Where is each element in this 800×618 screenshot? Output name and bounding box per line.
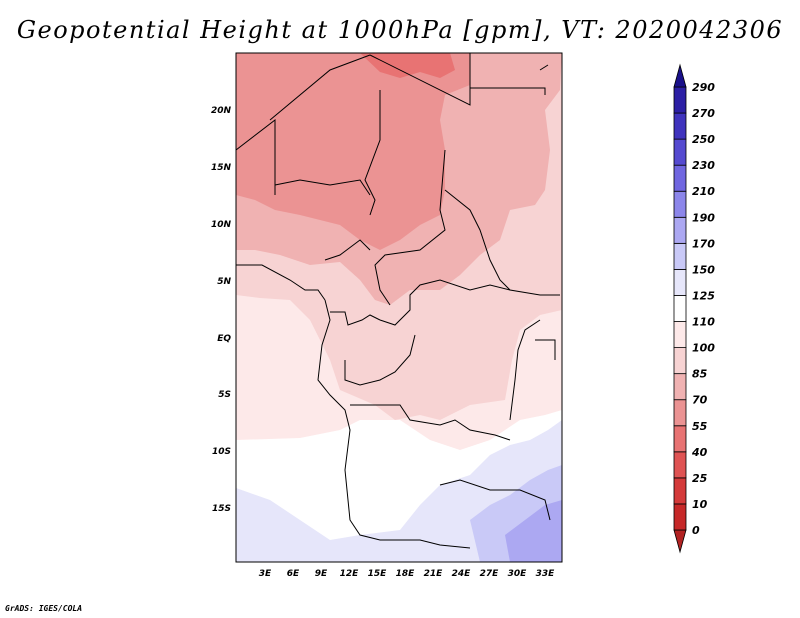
lat-tick-label: 15N [211, 163, 232, 173]
colorbar: 0 10 25 40 55 70 85 100 110 125 150 170 190 210 230 250… [673, 63, 715, 554]
colorbar-segment [673, 503, 687, 531]
colorbar-upper-arrow [673, 63, 687, 88]
colorbar-segment [673, 347, 687, 375]
colorbar-segment [673, 321, 687, 348]
colorbar-label: 55 [692, 420, 708, 433]
colorbar-segment [673, 373, 687, 401]
colorbar-label: 150 [692, 263, 715, 276]
map-title: Geopotential Height at 1000hPa [gpm], VT… [16, 16, 784, 44]
field-170-190 [505, 500, 562, 562]
colorbar-label: 290 [692, 81, 715, 94]
lat-tick-label: 5S [218, 390, 231, 400]
colorbar-label: 0 [692, 524, 700, 537]
colorbar-segment [673, 112, 687, 140]
colorbar-segment [673, 399, 687, 427]
lon-tick-label: 21E [424, 569, 444, 579]
lat-tick-label: 10S [212, 447, 231, 457]
colorbar-segment [673, 269, 687, 296]
colorbar-segment [673, 138, 687, 166]
map-frame [235, 52, 563, 563]
colorbar-label: 25 [692, 472, 708, 485]
field-55-70 [236, 53, 470, 250]
lat-tick-label: 15S [212, 504, 231, 514]
colorbar-label: 85 [692, 368, 708, 381]
field-40-55 [360, 53, 455, 78]
country-borders [236, 53, 560, 549]
colorbar-segment [673, 164, 687, 192]
colorbar-label: 100 [692, 342, 715, 355]
lon-tick-label: 30E [508, 569, 528, 579]
lat-tick-label: 20N [211, 106, 232, 116]
lon-axis: 3E 6E 9E 12E 15E 18E 21E 24E 27E 30E 33E [259, 569, 555, 579]
lat-tick-label: EQ [217, 334, 231, 344]
lon-tick-label: 15E [368, 569, 388, 579]
colorbar-segment [673, 425, 687, 453]
colorbar-segment [673, 477, 687, 505]
colorbar-segment [673, 295, 687, 322]
colorbar-label: 125 [692, 289, 715, 302]
colorbar-segment [673, 242, 687, 270]
colorbar-segment [673, 216, 687, 244]
colorbar-label: 10 [692, 498, 708, 511]
lat-tick-label: 10N [211, 220, 232, 230]
lon-tick-label: 33E [536, 569, 556, 579]
lon-tick-label: 24E [452, 569, 472, 579]
colorbar-segment [673, 451, 687, 479]
map-plot-area [236, 53, 562, 562]
colorbar-lower-arrow [673, 529, 687, 554]
colorbar-label: 170 [692, 237, 715, 250]
lon-tick-label: 6E [287, 569, 300, 579]
colorbar-label: 190 [692, 211, 715, 224]
colorbar-segment [673, 190, 687, 218]
colorbar-label: 110 [692, 316, 715, 329]
colorbar-label: 40 [691, 446, 708, 459]
colorbar-label: 230 [692, 159, 715, 172]
lon-tick-label: 9E [315, 569, 328, 579]
colorbar-label: 250 [692, 133, 715, 146]
colorbar-label: 70 [692, 394, 708, 407]
colorbar-label: 270 [692, 107, 715, 120]
lat-axis: 20N 15N 10N 5N EQ 5S 10S 15S [211, 106, 232, 514]
lon-tick-label: 12E [340, 569, 360, 579]
lon-tick-label: 27E [480, 569, 500, 579]
colorbar-segment [673, 86, 687, 114]
lat-tick-label: 5N [217, 277, 231, 287]
lon-tick-label: 3E [259, 569, 272, 579]
lon-tick-label: 18E [396, 569, 416, 579]
colorbar-label: 210 [692, 185, 715, 198]
credit-text: GrADS: IGES/COLA [5, 604, 83, 613]
